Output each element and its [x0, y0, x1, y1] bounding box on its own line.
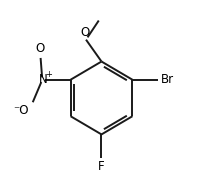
Text: F: F [98, 160, 104, 173]
Text: O: O [36, 42, 45, 55]
Text: ⁻O: ⁻O [13, 104, 29, 117]
Text: N: N [38, 73, 47, 86]
Text: O: O [80, 26, 89, 39]
Text: Br: Br [160, 73, 173, 86]
Text: +: + [45, 70, 52, 79]
